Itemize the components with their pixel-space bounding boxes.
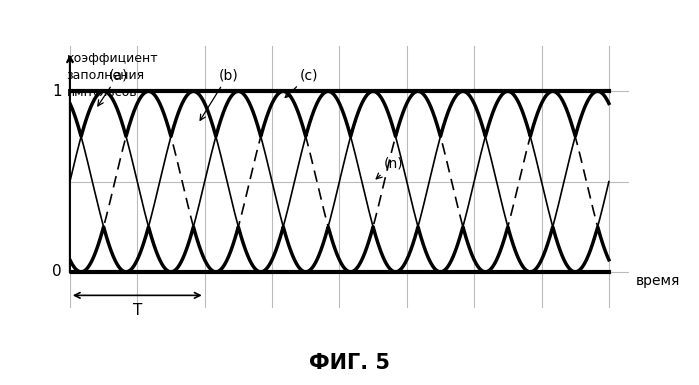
Text: время: время: [636, 274, 680, 288]
Text: (b): (b): [200, 68, 238, 120]
Text: (a): (a): [98, 68, 128, 106]
Text: ФИГ. 5: ФИГ. 5: [309, 353, 390, 373]
Text: коэффициент
заполнения
импульсов: коэффициент заполнения импульсов: [66, 52, 158, 99]
Text: T: T: [133, 303, 142, 318]
Text: 1: 1: [52, 84, 62, 99]
Text: 0: 0: [52, 264, 62, 280]
Text: (n): (n): [376, 157, 403, 179]
Text: (c): (c): [285, 68, 318, 97]
